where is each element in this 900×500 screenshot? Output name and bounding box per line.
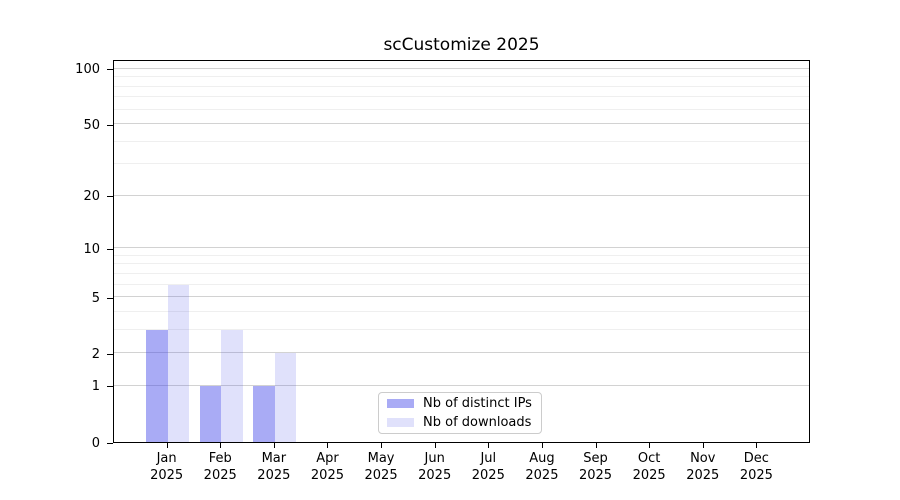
x-tick-oct [649, 443, 651, 448]
x-tick-jul [488, 443, 490, 448]
y-tick-label-100: 100 [75, 62, 100, 78]
minor-gridline-9 [114, 254, 809, 256]
x-tick-apr [327, 443, 329, 448]
legend-swatch-downloads [387, 418, 414, 427]
x-tick-jun [434, 443, 436, 448]
x-tick-may [381, 443, 383, 448]
legend-label-downloads: Nb of downloads [423, 415, 532, 430]
x-tick-label-may: May 2025 [364, 451, 398, 483]
bar-distinct-ips-jan [146, 329, 168, 442]
minor-gridline-80 [114, 85, 809, 87]
y-tick-1 [107, 386, 113, 388]
bar-downloads-mar [274, 353, 297, 442]
y-tick-label-50: 50 [83, 117, 100, 133]
bar-distinct-ips-mar [253, 385, 275, 442]
minor-gridline-90 [114, 76, 809, 78]
minor-gridline-8 [114, 263, 809, 265]
minor-gridline-4 [114, 310, 809, 312]
x-tick-label-dec: Dec 2025 [739, 451, 773, 483]
legend-label-distinct-ips: Nb of distinct IPs [423, 396, 532, 411]
x-tick-nov [702, 443, 704, 448]
minor-gridline-3 [114, 328, 809, 330]
minor-gridline-7 [114, 272, 809, 274]
y-tick-0 [107, 442, 113, 444]
y-tick-50 [107, 124, 113, 126]
minor-gridline-30 [114, 163, 809, 165]
x-tick-label-feb: Feb 2025 [203, 451, 237, 483]
x-tick-mar [273, 443, 275, 448]
minor-gridline-40 [114, 140, 809, 142]
legend: Nb of distinct IPs Nb of downloads [378, 392, 542, 434]
y-tick-20 [107, 196, 113, 198]
x-tick-label-mar: Mar 2025 [257, 451, 291, 483]
minor-gridline-60 [114, 108, 809, 110]
x-tick-label-aug: Aug 2025 [525, 451, 559, 483]
y-tick-100 [107, 69, 113, 71]
bar-downloads-jan [167, 284, 190, 442]
y-tick-5 [107, 297, 113, 299]
major-gridline-50 [114, 123, 809, 125]
x-tick-label-nov: Nov 2025 [686, 451, 720, 483]
y-tick-label-0: 0 [91, 435, 100, 451]
x-tick-label-oct: Oct 2025 [632, 451, 666, 483]
y-tick-label-1: 1 [91, 379, 100, 395]
x-tick-aug [541, 443, 543, 448]
x-tick-label-jul: Jul 2025 [471, 451, 505, 483]
minor-gridline-6 [114, 283, 809, 285]
major-gridline-100 [114, 67, 809, 69]
major-gridline-2 [114, 352, 809, 354]
x-tick-jan [166, 443, 168, 448]
x-tick-feb [220, 443, 222, 448]
bar-downloads-feb [221, 329, 243, 442]
y-tick-label-2: 2 [91, 346, 100, 362]
x-tick-label-apr: Apr 2025 [310, 451, 344, 483]
x-tick-dec [756, 443, 758, 448]
y-tick-10 [107, 248, 113, 250]
major-gridline-10 [114, 247, 809, 249]
x-tick-label-jan: Jan 2025 [150, 451, 184, 483]
y-tick-2 [107, 353, 113, 355]
x-tick-label-jun: Jun 2025 [418, 451, 452, 483]
major-gridline-5 [114, 296, 809, 298]
major-gridline-1 [114, 384, 809, 386]
major-gridline-20 [114, 194, 809, 196]
legend-entry-distinct-ips: Nb of distinct IPs [387, 396, 533, 411]
legend-swatch-distinct-ips [387, 399, 414, 408]
minor-gridline-70 [114, 96, 809, 98]
chart-title: scCustomize 2025 [383, 35, 540, 55]
y-tick-label-5: 5 [91, 290, 100, 306]
x-tick-label-sep: Sep 2025 [578, 451, 613, 483]
x-tick-sep [595, 443, 597, 448]
plot-area [113, 60, 810, 443]
legend-entry-downloads: Nb of downloads [387, 415, 533, 430]
bar-distinct-ips-feb [199, 385, 222, 442]
y-tick-label-10: 10 [83, 241, 100, 257]
y-tick-label-20: 20 [83, 189, 100, 205]
